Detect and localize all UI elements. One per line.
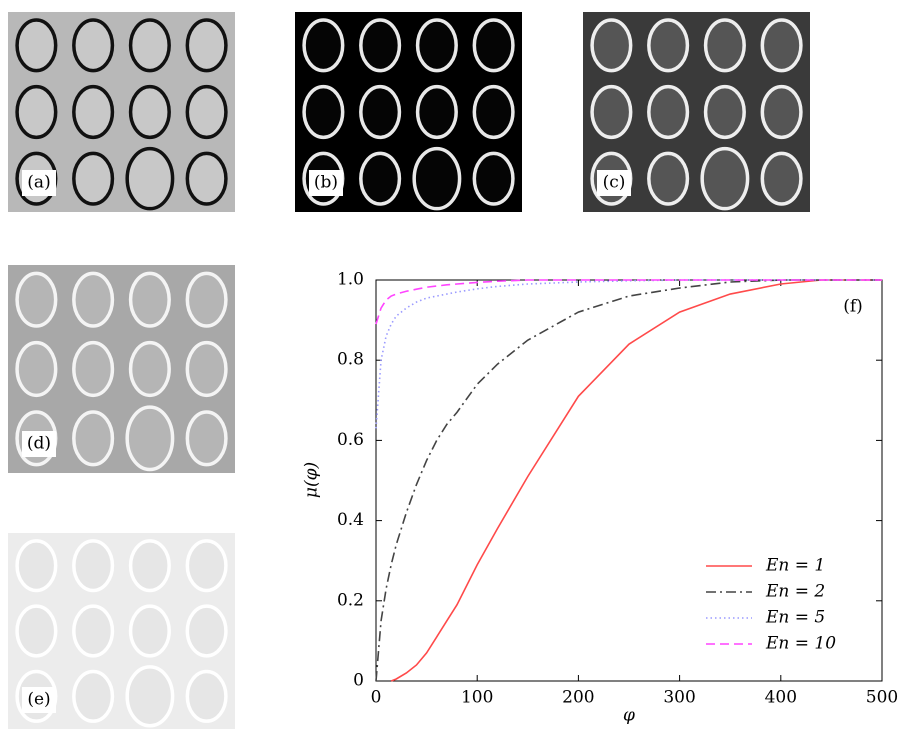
cell-outline [760, 18, 803, 73]
cell-outline [647, 84, 690, 140]
x-tick-label: 0 [371, 688, 382, 708]
cell-outline [15, 18, 58, 73]
y-axis-label: μ(φ) [302, 462, 322, 498]
panel-label: (d) [27, 434, 51, 454]
panel-label-box [309, 170, 343, 196]
panel-label: (a) [27, 173, 50, 193]
x-tick-label: 300 [663, 688, 695, 708]
legend-label: En = 2 [765, 582, 825, 602]
cell-outline [359, 151, 402, 206]
cell-outline [185, 410, 228, 467]
cell-outline [72, 604, 115, 658]
cell-outline [472, 84, 515, 140]
y-tick-label: 0.8 [337, 350, 364, 370]
cell-outline [590, 18, 633, 73]
cell-outline [185, 18, 228, 73]
x-tick-label: 500 [866, 688, 898, 708]
y-tick-label: 0.6 [337, 430, 364, 450]
cell-outline [700, 146, 750, 211]
cell-outline [703, 18, 746, 73]
cell-outline [703, 84, 746, 140]
y-tick-label: 0.2 [337, 590, 364, 610]
cell-outline [185, 604, 228, 658]
cell-outline [302, 84, 345, 140]
x-tick-label: 100 [461, 688, 493, 708]
cell-outline [15, 84, 58, 140]
cell-outline [472, 151, 515, 206]
cell-outline [128, 340, 171, 398]
cell-outline [185, 271, 228, 328]
cell-outline [185, 340, 228, 398]
cell-outline [760, 151, 803, 206]
cell-outline [72, 151, 115, 206]
cell-outline [72, 340, 115, 398]
data-line [375, 279, 882, 682]
x-tick-label: 200 [562, 688, 594, 708]
cell-outline [72, 539, 115, 593]
cell-outline [15, 340, 58, 398]
cell-outline [128, 604, 171, 658]
panel-label: (c) [603, 173, 626, 193]
cell-outline [647, 18, 690, 73]
cell-outline [185, 669, 228, 723]
x-tick-label: 400 [765, 688, 797, 708]
y-tick-label: 1.0 [337, 270, 364, 290]
panel-label: (e) [27, 690, 50, 710]
data-line [375, 279, 882, 325]
cell-outline [72, 271, 115, 328]
cell-outline [128, 84, 171, 140]
cell-outline [125, 146, 175, 211]
panel-label-box [597, 170, 631, 196]
cell-outline [128, 271, 171, 328]
cell-outline [72, 18, 115, 73]
cell-outline [15, 271, 58, 328]
cell-outline [415, 18, 458, 73]
cell-outline [128, 18, 171, 73]
panel-label-box [22, 687, 56, 713]
cell-outline [72, 669, 115, 723]
panel-label: (b) [314, 173, 338, 193]
panel-label: (f) [843, 297, 863, 317]
cell-outline [359, 84, 402, 140]
cell-outline [760, 84, 803, 140]
data-line [375, 279, 882, 429]
cell-outline [128, 539, 171, 593]
cell-outline [185, 539, 228, 593]
cell-outline [647, 151, 690, 206]
cell-outline [15, 539, 58, 593]
legend-label: En = 10 [765, 634, 836, 654]
x-axis-label: φ [623, 706, 635, 726]
cell-outline [125, 665, 175, 728]
cell-outline [185, 84, 228, 140]
cell-outline [415, 84, 458, 140]
panel-label-box [22, 431, 56, 457]
panel-label-box [22, 170, 56, 196]
cell-outline [185, 151, 228, 206]
cell-outline [359, 18, 402, 73]
cell-outline [125, 405, 175, 472]
cell-outline [72, 84, 115, 140]
legend-label: En = 5 [765, 608, 825, 628]
cell-outline [72, 410, 115, 467]
y-tick-label: 0 [353, 671, 364, 691]
y-tick-label: 0.4 [337, 510, 364, 530]
data-line [390, 279, 882, 682]
cell-outline [590, 84, 633, 140]
cell-outline [412, 146, 462, 211]
cell-outline [302, 18, 345, 73]
image-panels: (a) (b) (c) (d) (e) [8, 12, 810, 729]
legend-label: En = 1 [765, 556, 825, 576]
cell-outline [472, 18, 515, 73]
cell-outline [15, 604, 58, 658]
